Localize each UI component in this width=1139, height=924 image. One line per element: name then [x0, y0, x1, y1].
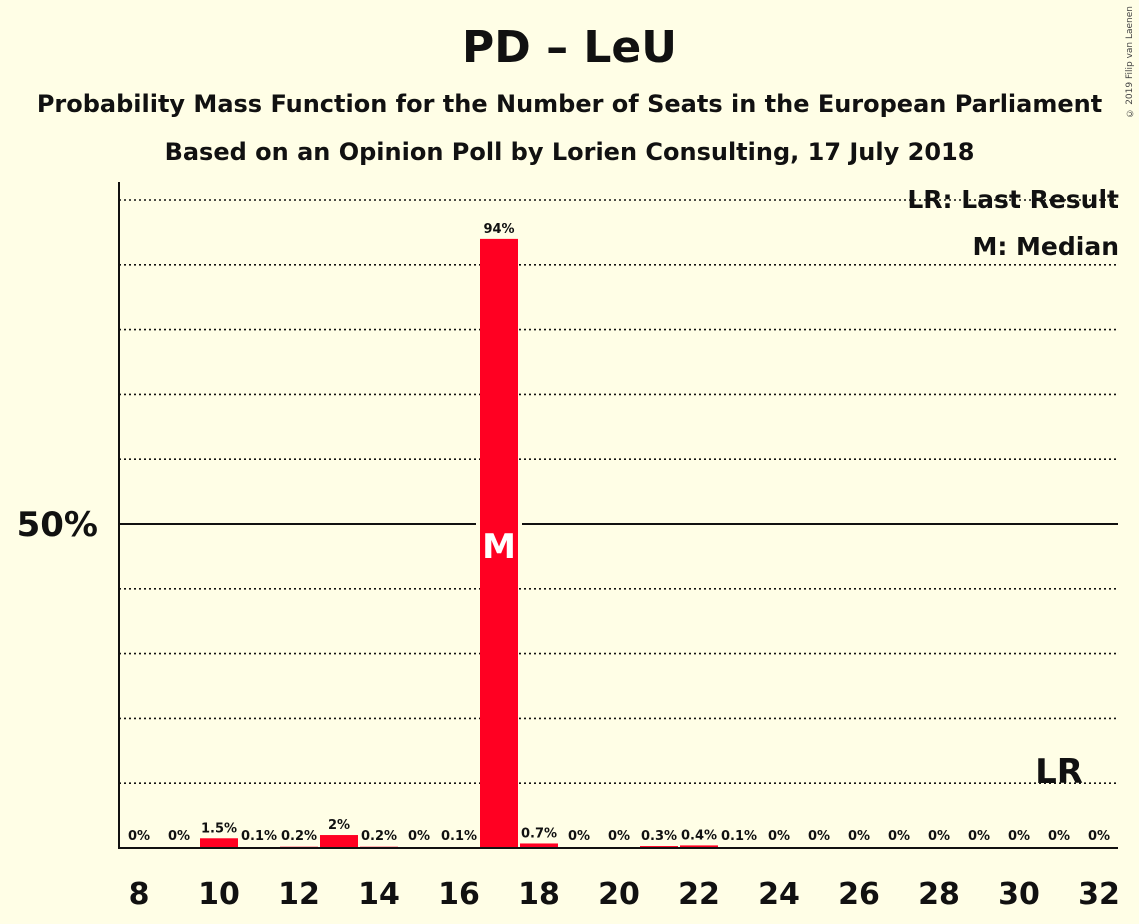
y-tick-label: 50% [17, 505, 98, 545]
bar-seat-18 [520, 843, 558, 848]
bar-label-seat-32: 0% [1088, 829, 1110, 844]
bar-label-seat-24: 0% [768, 829, 790, 844]
bar-seat-13 [320, 835, 358, 848]
bar-label-seat-31: 0% [1048, 829, 1070, 844]
x-tick-label-22: 22 [678, 877, 720, 912]
bar-label-seat-18: 0.7% [521, 826, 557, 841]
bar-label-seat-12: 0.2% [281, 829, 317, 844]
bar-label-seat-27: 0% [888, 829, 910, 844]
bar-seat-22 [680, 845, 718, 848]
bar-label-seat-14: 0.2% [361, 829, 397, 844]
x-tick-label-32: 32 [1078, 877, 1120, 912]
x-tick-label-14: 14 [358, 877, 400, 912]
chart-title: PD – LeU [461, 22, 677, 73]
bar-label-seat-8: 0% [128, 829, 150, 844]
bar-label-seat-16: 0.1% [441, 829, 477, 844]
bar-label-seat-13: 2% [328, 818, 350, 833]
x-tick-label-26: 26 [838, 877, 880, 912]
bar-seat-10 [200, 838, 238, 848]
x-tick-label-30: 30 [998, 877, 1040, 912]
median-marker: M [482, 527, 516, 567]
bar-label-seat-30: 0% [1008, 829, 1030, 844]
legend-last-result: LR: Last Result [907, 185, 1119, 214]
bar-label-seat-28: 0% [928, 829, 950, 844]
bar-seat-17 [480, 238, 518, 848]
bar-label-seat-20: 0% [608, 829, 630, 844]
bar-label-seat-11: 0.1% [241, 829, 277, 844]
x-tick-label-18: 18 [518, 877, 560, 912]
last-result-marker: LR [1035, 752, 1083, 792]
bar-label-seat-15: 0% [408, 829, 430, 844]
x-tick-label-28: 28 [918, 877, 960, 912]
bar-label-seat-17: 94% [483, 222, 514, 237]
legend-median: M: Median [972, 232, 1119, 261]
bar-label-seat-26: 0% [848, 829, 870, 844]
x-tick-label-10: 10 [198, 877, 240, 912]
x-tick-label-12: 12 [278, 877, 320, 912]
x-tick-label-8: 8 [129, 877, 150, 912]
x-tick-label-20: 20 [598, 877, 640, 912]
bar-label-seat-23: 0.1% [721, 829, 757, 844]
chart-subtitle: Probability Mass Function for the Number… [36, 90, 1103, 118]
bar-label-seat-9: 0% [168, 829, 190, 844]
bar-label-seat-10: 1.5% [201, 821, 237, 836]
bar-label-seat-19: 0% [568, 829, 590, 844]
bar-label-seat-25: 0% [808, 829, 830, 844]
bar-label-seat-21: 0.3% [641, 829, 677, 844]
bar-label-seat-29: 0% [968, 829, 990, 844]
x-tick-label-16: 16 [438, 877, 480, 912]
chart-source: Based on an Opinion Poll by Lorien Consu… [164, 138, 975, 166]
x-tick-label-24: 24 [758, 877, 800, 912]
bar-label-seat-22: 0.4% [681, 828, 717, 843]
